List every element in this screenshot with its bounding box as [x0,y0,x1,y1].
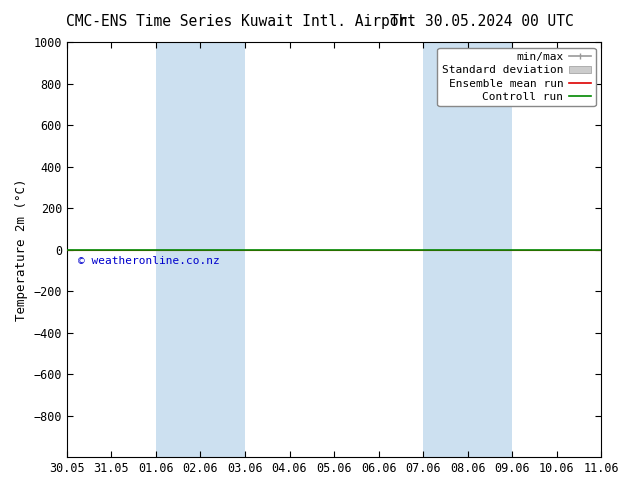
Bar [156,42,245,457]
Text: CMC-ENS Time Series Kuwait Intl. Airport: CMC-ENS Time Series Kuwait Intl. Airport [66,14,416,29]
Y-axis label: Temperature 2m (°C): Temperature 2m (°C) [15,178,28,321]
Text: © weatheronline.co.nz: © weatheronline.co.nz [77,256,219,266]
Bar [423,42,512,457]
Legend: min/max, Standard deviation, Ensemble mean run, Controll run: min/max, Standard deviation, Ensemble me… [437,48,595,106]
Text: Th. 30.05.2024 00 UTC: Th. 30.05.2024 00 UTC [390,14,574,29]
